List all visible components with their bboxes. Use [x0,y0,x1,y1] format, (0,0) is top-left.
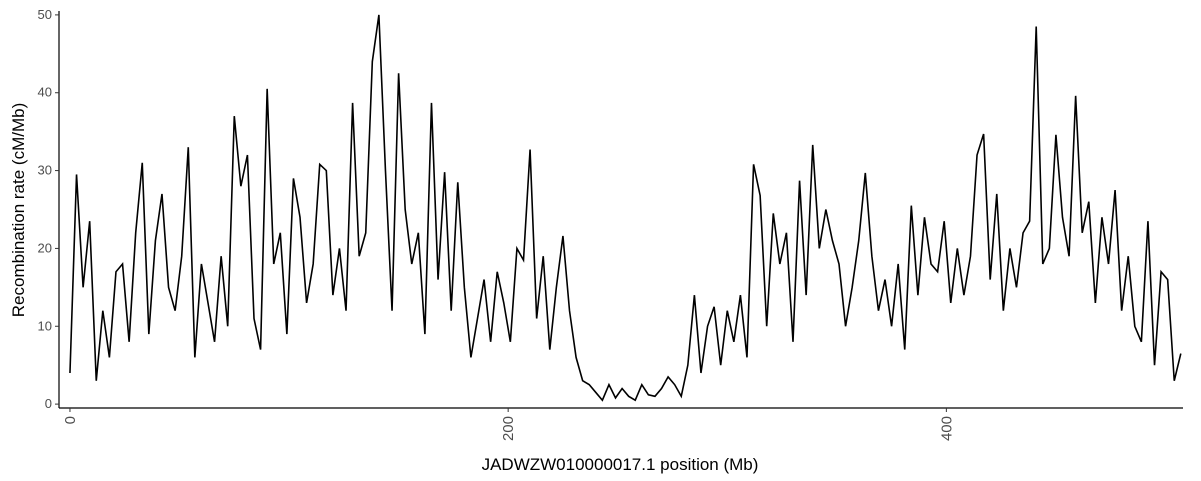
x-axis-label: JADWZW010000017.1 position (Mb) [482,455,759,474]
y-tick-label: 0 [45,396,52,411]
y-tick-label: 40 [38,85,52,100]
y-tick-label: 30 [38,163,52,178]
y-tick-label: 50 [38,7,52,22]
x-tick-label: 0 [62,416,79,424]
x-tick-label: 400 [938,416,955,441]
y-axis-label: Recombination rate (cM/Mb) [9,103,28,317]
data-line [69,14,1182,402]
y-tick-label: 20 [38,240,52,255]
y-tick-label: 10 [38,318,52,333]
x-tick-label: 200 [500,416,517,441]
